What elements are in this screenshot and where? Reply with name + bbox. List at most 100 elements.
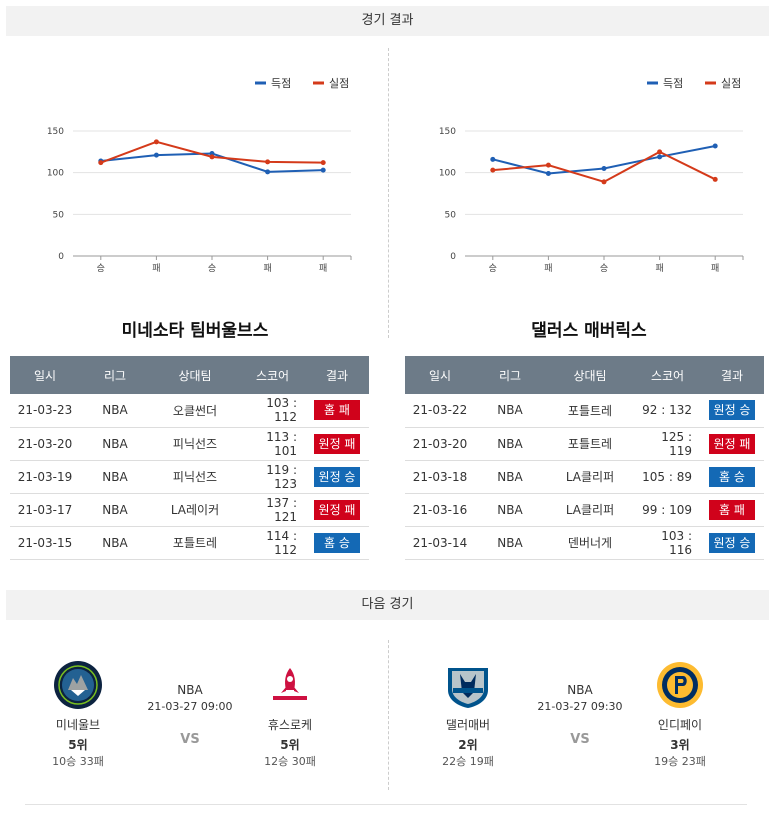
col-result: 결과	[700, 356, 764, 394]
y-tick-label: 0	[58, 252, 64, 262]
legend-label: 실점	[721, 77, 741, 90]
team-record: 22승 19패	[442, 755, 494, 768]
cell-result: 원정 패	[305, 427, 369, 461]
cell-league: NBA	[475, 493, 545, 527]
game-datetime: 21-03-27 09:30	[537, 700, 623, 713]
col-date: 일시	[10, 356, 80, 394]
away-team[interactable]: 인디페이 3위 19승 23패	[630, 660, 730, 769]
series-point	[265, 159, 271, 165]
cell-league: NBA	[80, 394, 150, 428]
next-game-minnesota-houston[interactable]: 미네울브 5위 10승 33패 NBA 21-03-27 09:00 VS 휴스…	[0, 645, 380, 775]
cell-score: 92 : 132	[635, 394, 700, 428]
y-tick-label: 0	[450, 252, 456, 262]
game-league: NBA	[567, 683, 593, 697]
result-badge: 원정 승	[709, 400, 755, 421]
cell-date: 21-03-20	[10, 427, 80, 461]
col-opponent: 상대팀	[150, 356, 240, 394]
cell-date: 21-03-17	[10, 493, 80, 527]
x-tick-label: 패	[319, 263, 327, 274]
cell-date: 21-03-16	[405, 493, 475, 527]
result-badge: 홈 승	[314, 532, 360, 553]
minnesota-results-table: 일시 리그 상대팀 스코어 결과 21-03-23 NBA 오클썬더 103 : 11…	[10, 356, 369, 560]
col-opponent: 상대팀	[545, 356, 635, 394]
cell-league: NBA	[475, 394, 545, 428]
x-tick-label: 승	[97, 263, 105, 274]
cell-opponent: 피닉선즈	[150, 427, 240, 461]
x-tick-label: 패	[711, 263, 719, 274]
table-row: 21-03-22 NBA 포틀트레 92 : 132 원정 승	[405, 394, 764, 428]
cell-score: 125 : 119	[635, 427, 700, 461]
home-team[interactable]: 댈러매버 2위 22승 19패	[418, 660, 518, 769]
rockets-logo-icon	[273, 668, 307, 700]
dallas-chart-svg: 0 50 100 150 승 패 승 패 패 득점 실점	[439, 77, 744, 274]
result-badge: 홈 패	[709, 499, 755, 520]
result-badge: 원정 패	[709, 433, 755, 454]
next-games-section-header: 다음 경기	[6, 590, 769, 620]
legend-label: 득점	[663, 77, 683, 90]
result-badge: 원정 패	[314, 499, 360, 520]
game-league: NBA	[177, 683, 203, 697]
series-point	[320, 167, 326, 173]
result-badge: 원정 승	[709, 532, 755, 553]
y-tick-label: 50	[445, 210, 457, 220]
team-rank: 3위	[670, 738, 690, 752]
series-point	[153, 139, 159, 145]
cell-score: 103 : 112	[240, 394, 305, 428]
next-games-divider	[388, 640, 389, 790]
cell-result: 원정 승	[305, 460, 369, 494]
table-row: 21-03-19 NBA 피닉선즈 119 : 123 원정 승	[10, 460, 369, 494]
series-point	[545, 171, 551, 176]
team-rank: 5위	[280, 738, 300, 752]
series-point	[265, 169, 271, 175]
table-row: 21-03-14 NBA 덴버너게 103 : 116 원정 승	[405, 526, 764, 560]
cell-date: 21-03-19	[10, 460, 80, 494]
x-tick-label: 승	[489, 263, 497, 274]
bottom-divider	[25, 804, 747, 805]
timberwolves-logo-icon	[54, 661, 102, 709]
result-badge: 원정 패	[314, 433, 360, 454]
series-point	[209, 154, 215, 160]
game-info: NBA 21-03-27 09:00	[140, 683, 240, 713]
minnesota-score-chart: 0 50 100 150 승 패 승 패 패 득점 실점	[8, 60, 378, 290]
cell-result: 원정 패	[700, 427, 764, 461]
cell-league: NBA	[475, 427, 545, 461]
cell-date: 21-03-18	[405, 460, 475, 494]
series-point	[545, 162, 551, 168]
cell-date: 21-03-15	[10, 526, 80, 560]
table-header-row: 일시 리그 상대팀 스코어 결과	[405, 356, 764, 394]
home-team[interactable]: 미네울브 5위 10승 33패	[28, 660, 128, 769]
cell-opponent: LA클리퍼	[545, 460, 635, 494]
y-tick-label: 100	[47, 169, 64, 179]
team-name: 인디페이	[657, 718, 703, 732]
cell-league: NBA	[80, 526, 150, 560]
cell-date: 21-03-23	[10, 394, 80, 428]
results-section-header: 경기 결과	[6, 6, 769, 36]
dallas-results-table: 일시 리그 상대팀 스코어 결과 21-03-22 NBA 포틀트레 92 : 132…	[405, 356, 764, 560]
y-tick-label: 100	[439, 169, 456, 179]
team-record: 10승 33패	[52, 755, 104, 768]
cell-result: 홈 패	[700, 493, 764, 527]
col-score: 스코어	[635, 356, 700, 394]
team-rank: 2위	[458, 738, 478, 752]
series-point	[657, 154, 663, 160]
series-point	[490, 167, 496, 173]
series-point	[657, 149, 663, 155]
legend-label: 득점	[271, 77, 291, 90]
series-point	[153, 152, 159, 158]
series-point	[490, 156, 496, 162]
cell-result: 원정 승	[700, 394, 764, 428]
minnesota-team-title: 미네소타 팀버울브스	[121, 321, 269, 341]
minnesota-chart-svg: 0 50 100 150 승 패 승 패 패 득점 실점	[47, 77, 352, 274]
cell-result: 홈 승	[305, 526, 369, 560]
game-datetime: 21-03-27 09:00	[147, 700, 233, 713]
cell-result: 홈 패	[305, 394, 369, 428]
cell-opponent: 오클썬더	[150, 394, 240, 428]
team-rank: 5위	[68, 738, 88, 752]
away-team[interactable]: 휴스로케 5위 12승 30패	[240, 660, 340, 769]
result-badge: 원정 승	[314, 466, 360, 487]
next-game-dallas-indiana[interactable]: 댈러매버 2위 22승 19패 NBA 21-03-27 09:30 VS 인디…	[390, 645, 770, 775]
cell-league: NBA	[80, 427, 150, 461]
y-tick-label: 50	[53, 210, 65, 220]
y-tick-label: 150	[47, 127, 64, 137]
cell-result: 원정 패	[305, 493, 369, 527]
